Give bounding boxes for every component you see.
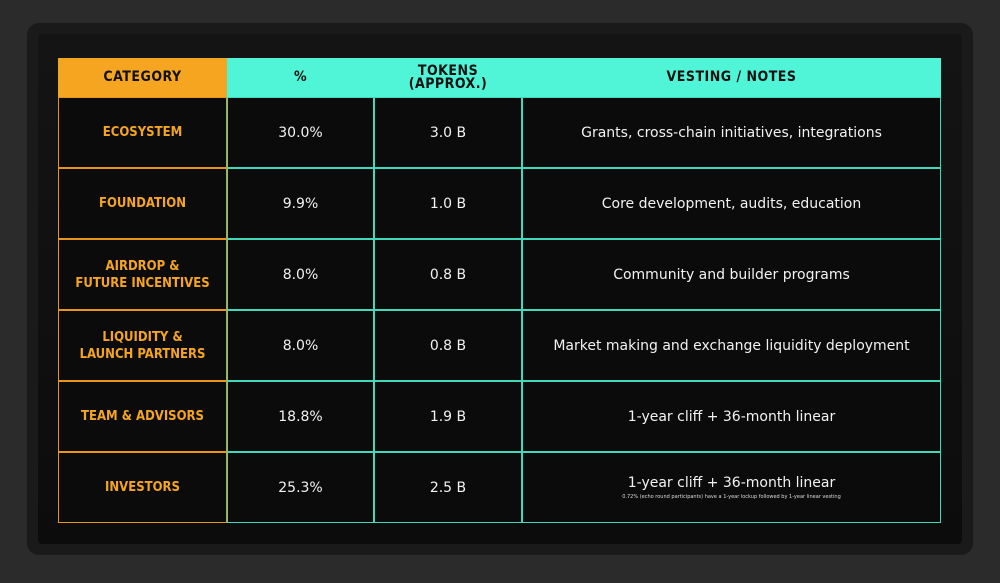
tokens-text: 0.8 B xyxy=(429,266,467,283)
header-text: (APPROX.) xyxy=(408,75,488,92)
category-cell: AIRDROP & FUTURE INCENTIVES xyxy=(58,239,227,310)
header-cell: VESTING / NOTES xyxy=(522,58,941,97)
tokens-text: 3.0 B xyxy=(429,124,467,141)
tokens-cell: 0.8 B xyxy=(374,310,522,381)
category-text: AIRDROP & xyxy=(105,258,180,274)
tokens-cell: 1.0 B xyxy=(374,168,522,239)
tokens-text: 2.5 B xyxy=(429,479,467,496)
percent-cell: 18.8% xyxy=(227,381,374,452)
percent-cell: 8.0% xyxy=(227,310,374,381)
tokens-text: 1.9 B xyxy=(429,408,467,425)
category-text: FUTURE INCENTIVES xyxy=(75,275,210,291)
percent-text: 18.8% xyxy=(278,408,323,425)
notes-text: 1-year cliff + 36-month linear xyxy=(627,408,836,425)
category-cell: TEAM & ADVISORS xyxy=(58,381,227,452)
percent-cell: 9.9% xyxy=(227,168,374,239)
notes-text: Grants, cross-chain initiatives, integra… xyxy=(581,124,882,141)
notes-text: Core development, audits, education xyxy=(601,195,862,212)
tokens-text: 0.8 B xyxy=(429,337,467,354)
percent-cell: 30.0% xyxy=(227,97,374,168)
category-text: LAUNCH PARTNERS xyxy=(79,346,206,362)
tokens-cell: 2.5 B xyxy=(374,452,522,523)
category-text: INVESTORS xyxy=(105,480,180,495)
percent-text: 8.0% xyxy=(282,266,319,283)
notes-text: Community and builder programs xyxy=(613,266,850,283)
header-cell: % xyxy=(227,58,374,97)
percent-text: 30.0% xyxy=(278,124,323,141)
notes-cell: Core development, audits, education xyxy=(522,168,941,239)
tokens-cell: 3.0 B xyxy=(374,97,522,168)
category-cell: LIQUIDITY & LAUNCH PARTNERS xyxy=(58,310,227,381)
notes-text: Market making and exchange liquidity dep… xyxy=(553,337,910,354)
tokens-text: 1.0 B xyxy=(429,195,467,212)
tokens-cell: 1.9 B xyxy=(374,381,522,452)
category-cell: INVESTORS xyxy=(58,452,227,523)
header-text: % xyxy=(293,69,308,85)
header-cell: CATEGORY xyxy=(58,58,227,97)
category-text: ECOSYSTEM xyxy=(102,125,183,140)
notes-detail: 0.72% (echo round participants) have a 1… xyxy=(622,494,841,500)
notes-cell: Community and builder programs xyxy=(522,239,941,310)
header-text: TOKENS xyxy=(417,62,479,79)
allocation-table: CATEGORY% TOKENS (APPROX.) VESTING / NOTES E… xyxy=(58,58,941,523)
notes-cell: Grants, cross-chain initiatives, integra… xyxy=(522,97,941,168)
percent-text: 25.3% xyxy=(278,479,323,496)
notes-cell: Market making and exchange liquidity dep… xyxy=(522,310,941,381)
category-text: FOUNDATION xyxy=(98,196,187,211)
header-text: CATEGORY xyxy=(103,69,182,85)
category-text: LIQUIDITY & xyxy=(102,329,183,345)
category-cell: FOUNDATION xyxy=(58,168,227,239)
header-cell: TOKENS (APPROX.) xyxy=(374,58,522,97)
notes-cell: 1-year cliff + 36-month linear xyxy=(522,381,941,452)
notes-text: 1-year cliff + 36-month linear xyxy=(627,475,836,491)
percent-text: 9.9% xyxy=(282,195,319,212)
percent-text: 8.0% xyxy=(282,337,319,354)
tokens-cell: 0.8 B xyxy=(374,239,522,310)
percent-cell: 8.0% xyxy=(227,239,374,310)
category-text: TEAM & ADVISORS xyxy=(81,409,204,424)
header-text: VESTING / NOTES xyxy=(666,69,797,85)
percent-cell: 25.3% xyxy=(227,452,374,523)
notes-cell: 1-year cliff + 36-month linear 0.72% (ech… xyxy=(522,452,941,523)
category-cell: ECOSYSTEM xyxy=(58,97,227,168)
